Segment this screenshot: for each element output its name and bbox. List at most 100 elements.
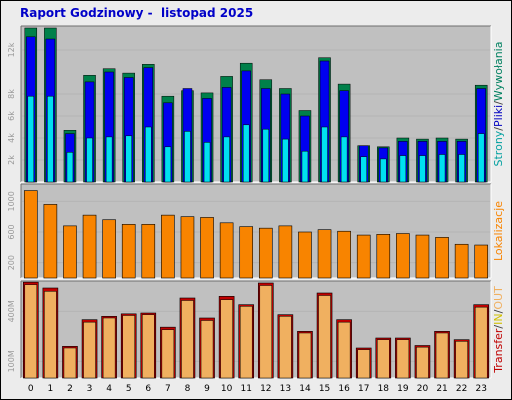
bar-out-9 xyxy=(200,320,214,379)
bar-lokalizacje-9 xyxy=(200,217,214,279)
bar-out-8 xyxy=(181,300,194,379)
x-tick-label: 6 xyxy=(145,384,151,394)
bar-lokalizacje-22 xyxy=(454,243,469,279)
legend-segment: IN xyxy=(492,313,505,324)
x-tick-label: 22 xyxy=(456,384,467,394)
y-tick-label: 2k xyxy=(7,155,16,165)
legend-segment: OUT xyxy=(492,286,505,310)
x-tick-label: 2 xyxy=(67,384,73,394)
bar-lokalizacje-16 xyxy=(337,230,351,279)
legend-segment: / xyxy=(492,127,505,131)
bar-lokalizacje-15 xyxy=(317,229,332,279)
y-tick-label: 4k xyxy=(7,133,16,143)
bar-lokalizacje-10 xyxy=(219,222,234,279)
bar-strony-21 xyxy=(438,154,446,183)
legend-segment: Transfer xyxy=(492,328,505,374)
bar-lokalizacje-7 xyxy=(161,214,175,279)
bar-lokalizacje-11 xyxy=(239,226,254,279)
bar-strony-17 xyxy=(360,156,367,183)
bar-out-18 xyxy=(377,339,390,379)
bar-out-4 xyxy=(102,317,116,379)
bar-out-7 xyxy=(161,329,175,379)
bar-out-2 xyxy=(63,347,77,379)
bar-out-13 xyxy=(279,316,292,379)
bar-lokalizacje-17 xyxy=(356,234,371,279)
y-tick-label: 200 xyxy=(7,255,16,270)
bar-strony-23 xyxy=(477,133,485,183)
bar-strony-0 xyxy=(27,95,35,183)
x-tick-label: 21 xyxy=(436,384,447,394)
bar-lokalizacje-14 xyxy=(298,231,312,279)
y-tick-label: 600 xyxy=(7,224,16,239)
bar-out-22 xyxy=(455,341,468,379)
legend-label-hits: Strony/Pliki/Wywołania xyxy=(492,42,505,167)
bar-out-19 xyxy=(396,339,410,379)
bar-out-11 xyxy=(239,306,253,379)
bar-lokalizacje-4 xyxy=(102,219,116,279)
bar-strony-4 xyxy=(105,136,113,183)
x-tick-label: 4 xyxy=(106,384,112,394)
bar-lokalizacje-21 xyxy=(435,237,449,279)
x-tick-label: 5 xyxy=(126,384,132,394)
legend-segment: / xyxy=(492,325,505,329)
y-tick-label: 100M xyxy=(7,350,16,372)
bar-out-12 xyxy=(259,285,273,379)
bar-out-17 xyxy=(357,349,370,379)
plot-panel-hits xyxy=(21,26,491,182)
x-tick-label: 1 xyxy=(48,384,54,394)
bar-lokalizacje-23 xyxy=(474,244,489,279)
bar-strony-6 xyxy=(145,126,152,183)
bar-lokalizacje-18 xyxy=(376,234,391,279)
x-tick-label: 9 xyxy=(204,384,210,394)
bar-strony-16 xyxy=(340,136,348,183)
bar-strony-10 xyxy=(223,136,230,183)
x-tick-label: 23 xyxy=(475,384,486,394)
bar-lokalizacje-0 xyxy=(23,190,38,279)
bar-strony-14 xyxy=(301,150,309,183)
bar-strony-19 xyxy=(399,155,407,183)
bar-out-10 xyxy=(220,299,233,379)
y-tick-label: 8k xyxy=(7,89,16,99)
bar-out-5 xyxy=(122,315,135,379)
bar-lokalizacje-8 xyxy=(180,216,195,279)
bar-strony-9 xyxy=(203,142,211,183)
bar-lokalizacje-2 xyxy=(63,225,77,279)
bar-lokalizacje-19 xyxy=(396,233,410,279)
bar-out-21 xyxy=(435,332,449,379)
x-tick-label: 20 xyxy=(417,384,429,394)
bar-out-0 xyxy=(24,284,38,379)
x-tick-label: 8 xyxy=(185,384,191,394)
bar-strony-13 xyxy=(282,138,289,183)
x-tick-label: 3 xyxy=(87,384,93,394)
y-tick-label: 12k xyxy=(7,42,16,57)
bar-lokalizacje-5 xyxy=(121,224,136,279)
x-tick-label: 16 xyxy=(338,384,350,394)
bar-lokalizacje-12 xyxy=(258,227,273,279)
bar-lokalizacje-13 xyxy=(278,225,293,279)
bar-out-16 xyxy=(337,321,351,379)
legend-segment: Strony xyxy=(492,130,505,166)
x-tick-label: 0 xyxy=(28,384,34,394)
x-tick-label: 14 xyxy=(299,384,311,394)
legend-segment: Wywołania xyxy=(492,42,505,102)
x-tick-label: 19 xyxy=(397,384,409,394)
bar-lokalizacje-3 xyxy=(82,214,97,279)
bar-out-6 xyxy=(142,314,155,379)
bar-strony-18 xyxy=(380,158,387,183)
bar-strony-22 xyxy=(458,154,465,183)
x-tick-label: 18 xyxy=(378,384,390,394)
bar-strony-3 xyxy=(86,137,93,183)
x-tick-label: 7 xyxy=(165,384,171,394)
bar-lokalizacje-20 xyxy=(415,234,430,279)
bar-strony-7 xyxy=(164,146,172,183)
bar-strony-8 xyxy=(184,131,191,183)
bar-out-20 xyxy=(416,346,429,379)
legend-label-transfer: Transfer/IN/OUT xyxy=(492,286,505,374)
y-tick-label: 1000 xyxy=(7,191,16,211)
legend-segment: Lokalizacje xyxy=(492,201,505,261)
bar-out-14 xyxy=(298,332,312,379)
bar-out-1 xyxy=(44,291,57,379)
x-tick-label: 12 xyxy=(260,384,271,394)
legend-segment: / xyxy=(492,309,505,313)
